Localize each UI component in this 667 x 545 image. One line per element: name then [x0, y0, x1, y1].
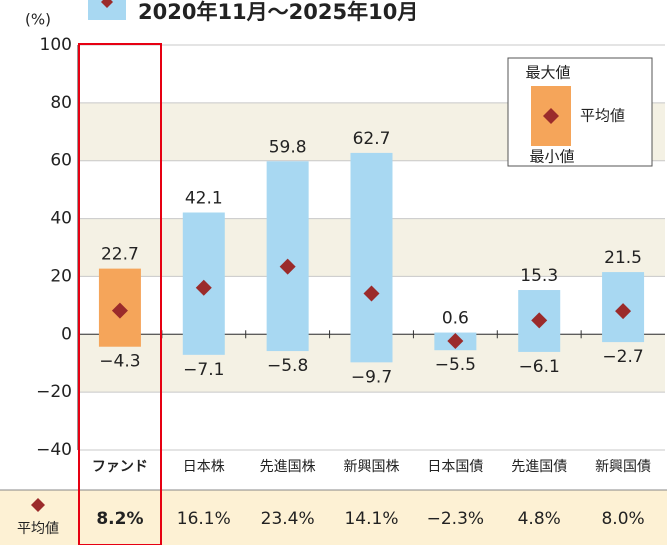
min-label: −6.1 [519, 357, 560, 377]
max-label: 21.5 [604, 248, 642, 268]
y-tick-label: 80 [50, 93, 72, 113]
legend-min: 最小値 [529, 148, 574, 166]
average-label: 16.1% [177, 509, 231, 529]
x-tick-label: 新興国債 [595, 459, 651, 475]
average-label: 14.1% [344, 509, 398, 529]
average-label: 4.8% [518, 509, 561, 529]
average-marker [615, 303, 632, 320]
y-tick-label: 60 [50, 151, 72, 171]
legend-swatch-marker [101, 0, 113, 8]
y-tick-label: −20 [36, 382, 72, 402]
max-label: 59.8 [269, 137, 307, 157]
average-label: 8.0% [601, 509, 644, 529]
row-marker [31, 498, 45, 512]
y-axis-label: (%) [25, 11, 51, 29]
x-tick-label: 先進国債 [511, 459, 567, 475]
average-marker [195, 279, 212, 296]
y-tick-label: 100 [40, 35, 72, 55]
x-tick-label: 新興国株 [344, 459, 400, 475]
min-label: −5.8 [267, 356, 308, 376]
average-marker [363, 285, 380, 302]
max-label: 42.1 [185, 188, 223, 208]
average-label: −2.3% [427, 509, 484, 529]
fund-highlight [78, 43, 162, 545]
x-tick-label: 先進国株 [260, 459, 316, 475]
x-tick-label: 日本株 [183, 459, 225, 475]
min-label: −4.3 [99, 352, 140, 372]
legend-max: 最大値 [525, 64, 570, 82]
average-marker [111, 302, 128, 319]
max-label: 0.6 [442, 309, 469, 329]
y-tick-label: −40 [36, 440, 72, 460]
average-marker [279, 258, 296, 275]
average-marker [531, 312, 548, 329]
y-tick-label: 20 [50, 266, 72, 286]
max-label: 15.3 [520, 266, 558, 286]
y-tick-label: 0 [61, 324, 72, 344]
x-tick-label: 日本国債 [427, 459, 483, 475]
legend-swatch [88, 0, 126, 20]
average-marker [447, 332, 464, 349]
max-label: 62.7 [353, 129, 391, 149]
legend-title: 2020年11月～2025年10月 [138, 0, 418, 24]
average-label: 8.2% [96, 509, 143, 529]
row-header: 平均値 [17, 521, 59, 537]
min-label: −9.7 [351, 367, 392, 387]
average-label: 23.4% [261, 509, 315, 529]
legend-marker [543, 108, 559, 124]
range-bar [350, 152, 393, 363]
average-row-bg [0, 490, 667, 545]
range-bar [266, 161, 309, 352]
y-tick-label: 40 [50, 209, 72, 229]
min-label: −2.7 [602, 347, 643, 367]
max-label: 22.7 [101, 245, 139, 265]
min-label: −5.5 [435, 355, 476, 375]
min-label: −7.1 [183, 360, 224, 380]
legend-avg: 平均値 [580, 107, 625, 125]
x-tick-label: ファンド [92, 459, 148, 475]
